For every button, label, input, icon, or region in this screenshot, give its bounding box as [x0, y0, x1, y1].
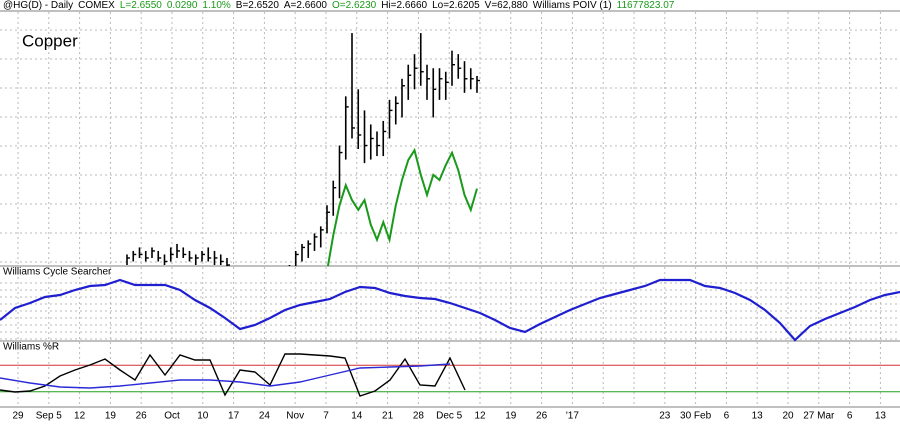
- x-tick-label: '17: [566, 411, 579, 422]
- x-tick-label: 7: [323, 411, 329, 422]
- x-tick-label: 29: [12, 411, 24, 422]
- x-tick-label: Nov: [286, 411, 304, 422]
- x-tick-label: 27 Mar: [803, 411, 835, 422]
- x-tick-label: 13: [875, 411, 887, 422]
- panel-title: Williams Cycle Searcher: [3, 267, 112, 278]
- indicator-line: [0, 353, 466, 397]
- panel-title: Williams %R: [3, 342, 59, 353]
- x-tick-label: 19: [505, 411, 517, 422]
- x-tick-label: 30 Feb: [680, 411, 712, 422]
- x-tick-label: 13: [752, 411, 764, 422]
- x-tick-label: 28: [413, 411, 425, 422]
- price-panel: [126, 33, 480, 266]
- grid: [0, 12, 900, 407]
- x-tick-label: 6: [724, 411, 730, 422]
- x-tick-label: 23: [659, 411, 671, 422]
- indicator-line: [0, 363, 451, 389]
- indicator-line: [0, 278, 900, 342]
- header-field: Williams POIV (1): [533, 0, 612, 11]
- x-tick-label: Dec 5: [436, 411, 463, 422]
- header-field: Lo=2.6205: [432, 0, 480, 11]
- header-field: B=2.6520: [236, 0, 280, 11]
- header-field: A=2.6600: [284, 0, 328, 11]
- x-tick-label: 14: [351, 411, 363, 422]
- x-tick-label: 26: [136, 411, 148, 422]
- header-field: 0.0290: [167, 0, 198, 11]
- x-tick-label: 26: [536, 411, 548, 422]
- header-field: COMEX: [78, 0, 115, 11]
- x-tick-label: 21: [382, 411, 394, 422]
- header-field: O=2.6230: [332, 0, 377, 11]
- header-field: 1.10%: [202, 0, 230, 11]
- x-tick-label: 12: [74, 411, 86, 422]
- x-tick-label: 12: [474, 411, 486, 422]
- x-tick-label: 19: [105, 411, 117, 422]
- x-tick-label: 20: [782, 411, 794, 422]
- header-field: V=62,880: [485, 0, 529, 11]
- header-field: L=2.6550: [120, 0, 162, 11]
- header-field: 11677823.07: [617, 0, 675, 11]
- x-tick-label: 6: [847, 411, 853, 422]
- poiv-line: [326, 147, 478, 266]
- x-tick-label: Sep 5: [36, 411, 63, 422]
- header-field: @HG(D) - Daily: [3, 0, 73, 11]
- header-field: Hi=2.6660: [381, 0, 427, 11]
- panel-title: Copper: [22, 31, 78, 50]
- x-tick-label: 17: [228, 411, 240, 422]
- x-tick-label: 24: [259, 411, 271, 422]
- x-tick-label: 10: [197, 411, 209, 422]
- x-tick-label: Oct: [164, 411, 180, 422]
- header: @HG(D) - Daily COMEX L=2.6550 0.0290 1.10% B=…: [3, 0, 675, 11]
